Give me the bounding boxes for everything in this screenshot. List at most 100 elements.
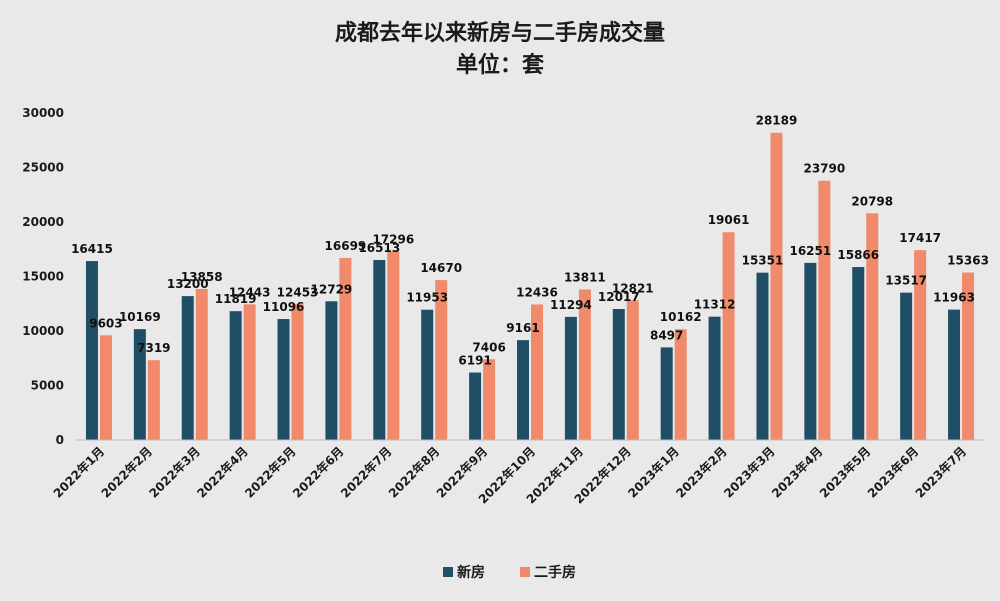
bar-new-home [564, 316, 577, 440]
data-label-new-home: 11953 [406, 291, 448, 305]
chart-title: 成都去年以来新房与二手房成交量 [335, 20, 665, 46]
data-label-new-home: 11096 [263, 300, 305, 314]
data-label-new-home: 11294 [550, 298, 592, 312]
bar-new-home [804, 262, 817, 440]
bar-new-home [277, 319, 290, 440]
data-label-second-hand: 14670 [420, 261, 462, 275]
x-tick-label: 2023年2月 [673, 444, 730, 501]
x-tick-label: 2022年6月 [289, 444, 346, 501]
bar-second-hand [483, 359, 496, 440]
data-label-new-home: 13200 [167, 277, 209, 291]
y-tick-label: 15000 [22, 270, 64, 284]
legend-swatch [520, 567, 530, 577]
x-axis: 2022年1月2022年2月2022年3月2022年4月2022年5月2022年… [50, 439, 985, 507]
x-tick-label: 2023年7月 [912, 444, 969, 501]
bar-new-home [373, 260, 386, 440]
y-tick-label: 5000 [31, 379, 64, 393]
y-tick-label: 10000 [22, 324, 64, 338]
bar-second-hand [147, 360, 160, 440]
data-label-second-hand: 10162 [660, 310, 702, 324]
bar-new-home [469, 372, 482, 440]
data-label-second-hand: 12436 [516, 285, 558, 299]
y-tick-label: 20000 [22, 215, 64, 229]
bars-group: 16415 10169 13200 11819 11096 12729 16513 11953… [71, 114, 989, 440]
bar-second-hand [914, 250, 927, 440]
y-tick-label: 30000 [22, 106, 64, 120]
legend-label: 新房 [457, 564, 485, 581]
bar-second-hand [578, 289, 591, 440]
data-label-second-hand: 16699 [325, 239, 367, 253]
data-label-new-home: 16513 [358, 241, 400, 255]
data-label-second-hand: 17296 [372, 232, 414, 246]
legend-swatch [443, 567, 453, 577]
data-label-second-hand: 12821 [612, 281, 654, 295]
data-label-new-home: 11963 [933, 291, 975, 305]
bar-new-home [325, 301, 338, 440]
chart-subtitle: 单位：套 [456, 52, 544, 78]
bar-second-hand [722, 232, 735, 440]
data-label-second-hand: 12443 [229, 285, 271, 299]
data-label-new-home: 16415 [71, 242, 113, 256]
data-label-new-home: 11819 [215, 292, 257, 306]
data-label-new-home: 16251 [789, 244, 831, 258]
x-tick-label: 2023年5月 [816, 444, 873, 501]
bar-second-hand [674, 329, 687, 440]
data-label-new-home: 11312 [694, 298, 736, 312]
bar-new-home [660, 347, 673, 440]
y-axis: 0 5000 10000 15000 20000 25000 30000 [22, 106, 64, 447]
data-label-new-home: 12017 [598, 290, 640, 304]
bar-second-hand [866, 213, 879, 440]
bar-new-home [181, 296, 194, 440]
bar-second-hand [770, 132, 783, 440]
bar-new-home [517, 340, 529, 440]
data-label-second-hand: 19061 [708, 213, 750, 227]
data-label-second-hand: 15363 [947, 254, 989, 268]
data-label-new-home: 13517 [885, 274, 927, 288]
bar-new-home [229, 311, 242, 440]
data-label-second-hand: 23790 [803, 162, 845, 176]
data-label-second-hand: 7319 [137, 341, 170, 355]
y-tick-label: 0 [56, 433, 64, 447]
data-label-new-home: 8497 [650, 328, 683, 342]
data-label-second-hand: 13858 [181, 270, 223, 284]
x-tick-label: 2022年3月 [146, 444, 203, 501]
data-label-new-home: 10169 [119, 310, 161, 324]
bar-new-home [852, 267, 865, 440]
bar-second-hand [387, 251, 400, 440]
bar-second-hand [531, 304, 543, 440]
data-label-new-home: 9161 [506, 321, 539, 335]
legend-label: 二手房 [534, 564, 576, 581]
bar-new-home [708, 316, 721, 440]
bar-second-hand [291, 304, 304, 440]
legend: 新房 二手房 [443, 564, 576, 581]
x-tick-label: 2023年6月 [864, 444, 921, 501]
bar-new-home [133, 329, 146, 440]
bar-new-home [900, 292, 913, 440]
bar-new-home [612, 309, 625, 440]
data-label-new-home: 15866 [837, 248, 879, 262]
data-label-new-home: 15351 [742, 254, 784, 268]
bar-second-hand [626, 300, 639, 440]
bar-second-hand [99, 335, 112, 440]
bar-new-home [948, 309, 961, 440]
bar-second-hand [962, 272, 975, 440]
bar-second-hand [195, 288, 208, 440]
bar-new-home [421, 309, 434, 440]
bar-new-home [756, 272, 769, 440]
data-label-second-hand: 28189 [756, 114, 798, 128]
x-tick-label: 2023年1月 [625, 444, 682, 501]
x-tick-label: 2022年2月 [98, 444, 155, 501]
data-label-new-home: 12729 [311, 282, 353, 296]
bar-new-home [85, 261, 98, 440]
data-label-second-hand: 20798 [851, 194, 893, 208]
bar-second-hand [818, 180, 831, 440]
bar-second-hand [243, 304, 256, 440]
data-label-second-hand: 12453 [277, 285, 319, 299]
y-tick-label: 25000 [22, 161, 64, 175]
data-label-second-hand: 7406 [472, 340, 505, 354]
bar-second-hand [435, 280, 448, 440]
data-label-second-hand: 13811 [564, 270, 606, 284]
data-label-second-hand: 9603 [89, 316, 122, 330]
